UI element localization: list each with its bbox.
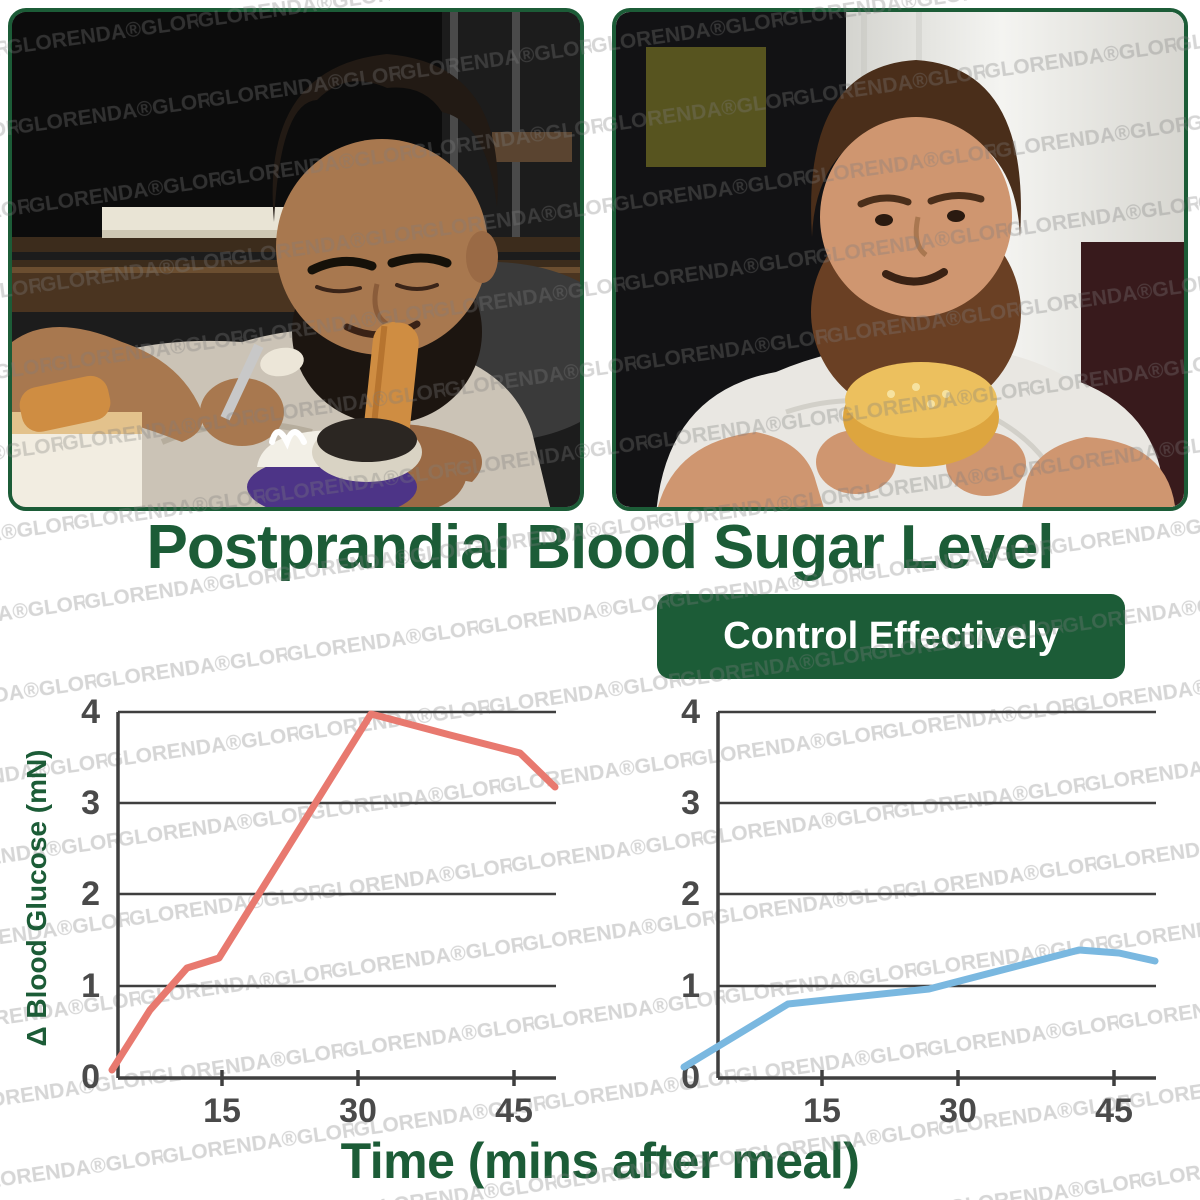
svg-text:2: 2 [681,875,700,913]
svg-text:30: 30 [339,1092,377,1130]
svg-text:4: 4 [681,693,700,731]
svg-text:15: 15 [203,1092,241,1130]
svg-text:4: 4 [81,693,100,731]
svg-text:45: 45 [495,1092,533,1130]
svg-text:1: 1 [681,967,700,1005]
svg-text:1: 1 [81,967,100,1005]
svg-text:15: 15 [803,1092,841,1130]
svg-text:3: 3 [81,784,100,822]
svg-text:3: 3 [681,784,700,822]
svg-text:45: 45 [1095,1092,1133,1130]
svg-text:30: 30 [939,1092,977,1130]
svg-text:2: 2 [81,875,100,913]
svg-text:0: 0 [81,1058,100,1096]
